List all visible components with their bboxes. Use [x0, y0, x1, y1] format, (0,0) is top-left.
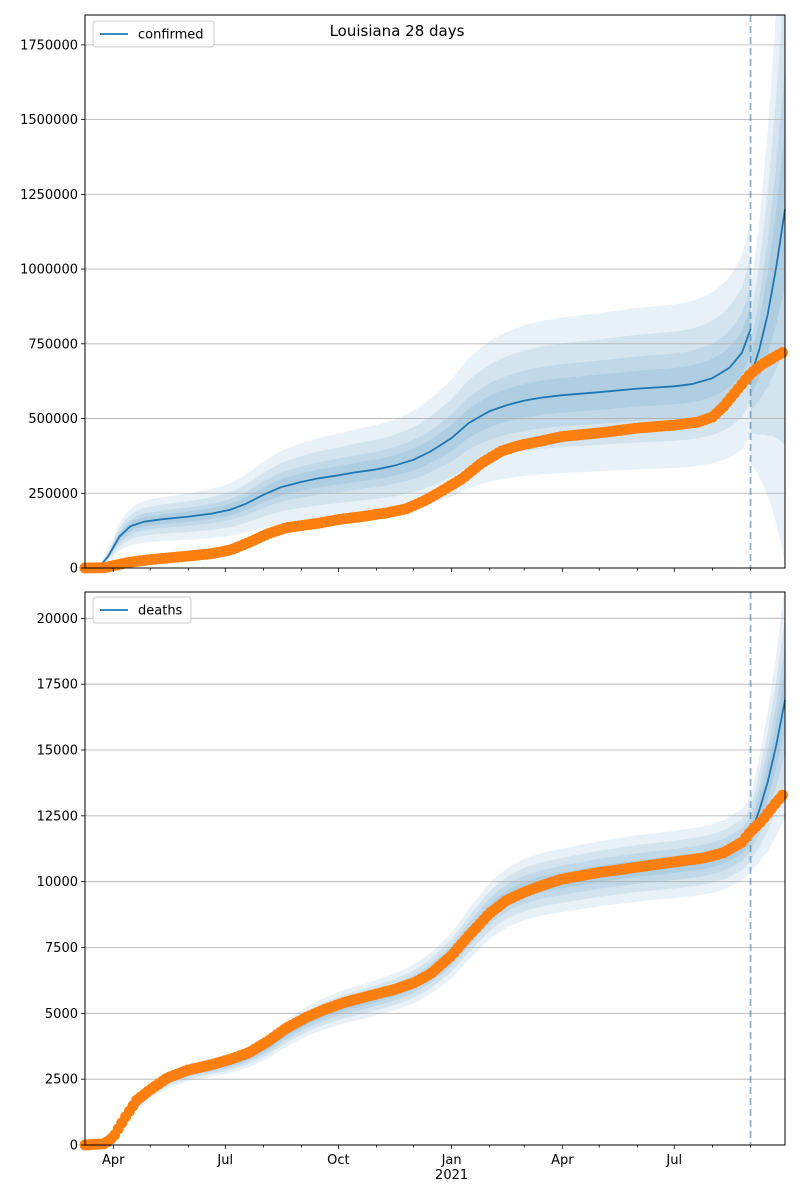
confirmed-axes: 0 250000 500000 750000 1000000 1250000 1500000… [20, 14, 786, 577]
confirmed-uncertainty-bands [85, 15, 785, 569]
legend-label-deaths: deaths [138, 604, 183, 619]
y-tick-label: 12500 [37, 809, 78, 824]
confirmed-panel: 0 250000 500000 750000 1000000 1250000 1500000… [20, 14, 788, 577]
x-tick-label: Apr [102, 1153, 125, 1168]
x-tick-label: Jan [441, 1153, 462, 1168]
x-tick-label: Apr [551, 1153, 574, 1168]
y-tick-label: 10000 [37, 875, 78, 890]
x-tick-label: Jul [216, 1153, 233, 1168]
y-tick-label: 17500 [37, 678, 78, 693]
y-tick-label: 7500 [45, 941, 78, 956]
y-tick-label: 2500 [45, 1073, 78, 1088]
y-tick-label: 15000 [37, 744, 78, 759]
y-tick-label: 1500000 [20, 113, 78, 128]
forecast-median-line [749, 699, 786, 835]
chart-title: Louisiana 28 days [330, 22, 465, 40]
x-tick-label: 2021 [435, 1168, 468, 1183]
y-tick-label: 250000 [28, 487, 78, 502]
axes-frame [84, 14, 786, 569]
y-tick-label: 20000 [37, 612, 78, 627]
confirmed-legend: confirmed [92, 20, 215, 48]
deaths-uncertainty-bands [85, 592, 785, 1145]
model-median-line [85, 328, 752, 569]
legend-box [92, 20, 215, 48]
forecast-median-line [749, 209, 786, 377]
forecast-band-2 [750, 67, 785, 412]
y-tick-label: 500000 [28, 412, 78, 427]
observed-point [777, 789, 788, 801]
confirmed-lines [85, 15, 786, 569]
forecast-band-2 [750, 646, 785, 852]
observed-point [777, 347, 788, 359]
y-tick-label: 750000 [28, 337, 78, 352]
forecast-band-0 [750, 15, 785, 565]
model-band-0 [85, 797, 751, 1145]
model-band-2 [85, 285, 751, 568]
confirmed-observed-points [79, 347, 788, 574]
model-band-3 [85, 305, 751, 568]
x-tick-label: Jul [665, 1153, 682, 1168]
deaths-observed-points [79, 789, 788, 1151]
forecast-band-3 [750, 670, 785, 844]
y-tick-label: 0 [70, 562, 78, 577]
y-tick-label: 1750000 [20, 38, 78, 53]
legend-box [92, 596, 192, 624]
deaths-legend: deaths [92, 596, 192, 624]
model-band-0 [85, 221, 751, 569]
legend-label-confirmed: confirmed [138, 28, 204, 43]
axes-frame [84, 591, 786, 1146]
forecast-band-1 [750, 15, 785, 446]
deaths-panel: 0 2500 5000 7500 10000 12500 15000 17500 20000 Ap… [37, 591, 788, 1183]
deaths-axes: 0 2500 5000 7500 10000 12500 15000 17500 20000 Ap… [37, 591, 786, 1183]
y-tick-label: 0 [70, 1139, 78, 1154]
y-tick-label: 1000000 [20, 263, 78, 278]
y-tick-label: 1250000 [20, 188, 78, 203]
model-band-1 [85, 257, 751, 568]
forecast-band-3 [750, 130, 785, 396]
y-tick-label: 5000 [45, 1007, 78, 1022]
x-tick-label: Oct [327, 1153, 349, 1168]
